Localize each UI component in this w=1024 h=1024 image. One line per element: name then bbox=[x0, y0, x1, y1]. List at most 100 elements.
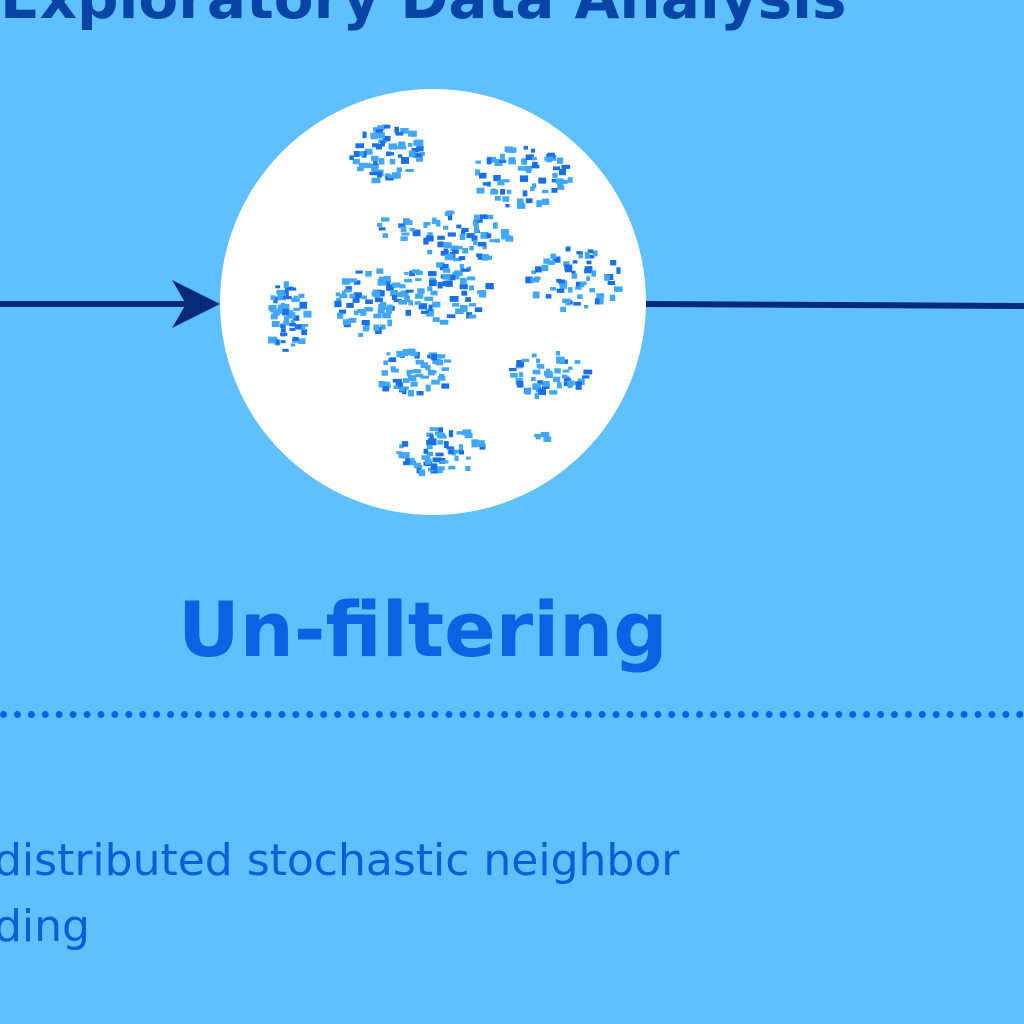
cluster-dot bbox=[558, 279, 565, 284]
cluster-dot bbox=[429, 434, 434, 440]
cluster-dot bbox=[270, 295, 276, 301]
cluster-dot bbox=[532, 291, 540, 299]
cluster-dot bbox=[494, 195, 501, 201]
cluster-dot bbox=[532, 369, 541, 375]
cluster-dot bbox=[609, 294, 616, 302]
cluster-dot bbox=[389, 158, 396, 165]
cluster-dot bbox=[436, 354, 446, 359]
cluster-dot bbox=[398, 223, 406, 228]
cluster-dot bbox=[365, 299, 373, 305]
cluster-dot bbox=[373, 158, 378, 166]
cluster-dot bbox=[548, 260, 555, 265]
cluster-dot bbox=[353, 280, 361, 285]
cluster-dot bbox=[465, 466, 471, 471]
cluster-dot bbox=[584, 251, 590, 259]
cluster-dot bbox=[271, 321, 280, 327]
cluster-dot bbox=[372, 143, 379, 148]
cluster-dot bbox=[577, 294, 583, 299]
cluster-dot bbox=[586, 260, 592, 265]
cluster-dot bbox=[525, 167, 532, 174]
cluster-dot bbox=[531, 353, 537, 358]
cluster-dot bbox=[343, 289, 352, 293]
cluster-dot bbox=[477, 256, 484, 260]
cluster-dot bbox=[596, 293, 605, 298]
cluster-dot bbox=[393, 298, 402, 303]
cluster-dot bbox=[568, 287, 573, 293]
cluster-dot bbox=[550, 287, 557, 291]
cluster-dot bbox=[395, 132, 404, 136]
cluster-dot bbox=[561, 164, 571, 169]
cluster-dot bbox=[448, 274, 456, 281]
cluster-dot bbox=[375, 129, 383, 133]
cluster-dot bbox=[386, 352, 391, 356]
cluster-dot bbox=[414, 301, 421, 305]
cluster-dot bbox=[353, 292, 362, 299]
cluster-dot bbox=[371, 155, 379, 161]
cluster-dot bbox=[406, 371, 412, 377]
cluster-dot bbox=[430, 469, 438, 474]
cluster-dot bbox=[586, 276, 591, 281]
cluster-dot bbox=[405, 309, 411, 316]
cluster-dot bbox=[371, 177, 381, 184]
cluster-dot bbox=[281, 302, 285, 306]
cluster-dot bbox=[552, 256, 561, 263]
cluster-dot bbox=[432, 457, 442, 463]
cluster-dot bbox=[398, 300, 407, 305]
cluster-dot bbox=[383, 383, 391, 389]
cluster-dot bbox=[406, 457, 415, 465]
cluster-dot bbox=[530, 148, 536, 153]
cluster-dot bbox=[493, 222, 498, 229]
cluster-dot bbox=[424, 296, 434, 302]
cluster-dot bbox=[360, 310, 367, 316]
cluster-dot bbox=[399, 444, 404, 449]
cluster-dot bbox=[610, 260, 617, 266]
cluster-dot bbox=[358, 332, 364, 337]
cluster-dot bbox=[542, 381, 550, 387]
cluster-dot bbox=[377, 278, 387, 286]
cluster-dot bbox=[423, 448, 429, 454]
step-description: distributed stochastic neighbor ding bbox=[0, 828, 894, 960]
cluster-dot bbox=[594, 298, 600, 305]
cluster-dot bbox=[432, 358, 441, 364]
cluster-dot bbox=[460, 277, 467, 285]
cluster-dot bbox=[299, 301, 308, 309]
cluster-dot bbox=[394, 126, 399, 134]
cluster-dot bbox=[408, 375, 417, 381]
cluster-dot bbox=[407, 143, 413, 147]
cluster-dot bbox=[287, 287, 297, 291]
cluster-dot bbox=[441, 383, 450, 389]
cluster-dot bbox=[561, 374, 568, 379]
cluster-dot bbox=[466, 456, 471, 460]
cluster-dot bbox=[455, 245, 463, 250]
outgoing-line bbox=[645, 301, 1024, 309]
cluster-dot bbox=[282, 348, 289, 352]
cluster-dot bbox=[382, 386, 390, 392]
cluster-dot bbox=[354, 310, 359, 316]
cluster-dot bbox=[395, 382, 403, 389]
cluster-dot bbox=[589, 288, 596, 293]
cluster-dot bbox=[460, 305, 468, 312]
cluster-dot bbox=[436, 219, 441, 227]
cluster-dot bbox=[479, 291, 487, 298]
cluster-dot bbox=[378, 381, 386, 388]
cluster-dot bbox=[388, 143, 398, 150]
cluster-dot bbox=[428, 304, 433, 311]
cluster-dot bbox=[379, 276, 387, 281]
cluster-dot bbox=[432, 217, 437, 225]
cluster-dot bbox=[456, 431, 464, 435]
cluster-dot bbox=[458, 444, 464, 451]
cluster-dot bbox=[517, 203, 526, 209]
cluster-dot bbox=[442, 268, 451, 273]
cluster-dot bbox=[438, 427, 443, 433]
tsne-cluster-plot-icon bbox=[268, 124, 623, 477]
cluster-dot bbox=[535, 266, 542, 273]
cluster-dot bbox=[377, 171, 382, 178]
cluster-dot bbox=[361, 320, 370, 326]
cluster-dot bbox=[473, 239, 478, 246]
cluster-dot bbox=[401, 157, 409, 164]
cluster-dot bbox=[392, 282, 401, 288]
cluster-dot bbox=[428, 271, 437, 277]
cluster-dot bbox=[357, 166, 364, 172]
cluster-dot bbox=[479, 172, 487, 179]
cluster-dot bbox=[505, 235, 511, 240]
